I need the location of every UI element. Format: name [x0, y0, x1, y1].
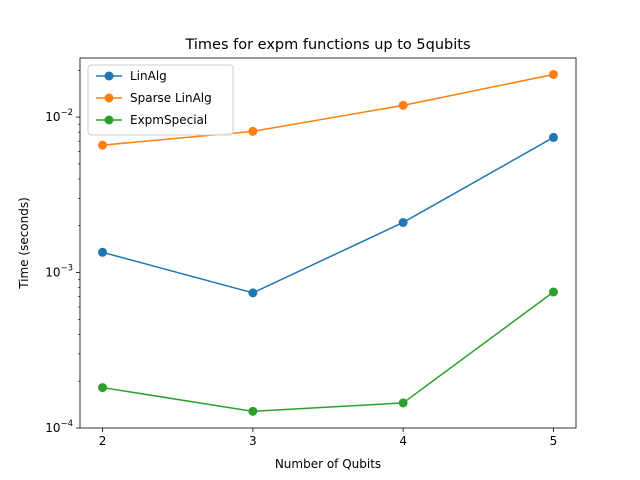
x-axis: 2 3 4 5	[99, 428, 558, 448]
series-point	[548, 69, 558, 79]
legend-label: Sparse LinAlg	[130, 91, 212, 105]
series-point	[98, 247, 108, 257]
series-point	[548, 132, 558, 142]
legend-label: LinAlg	[130, 69, 167, 83]
x-tick-label: 4	[399, 434, 407, 448]
y-axis-label: Time (seconds)	[17, 197, 31, 290]
legend-box	[87, 64, 234, 136]
series-point	[248, 288, 258, 298]
legend-swatch-marker	[104, 115, 114, 125]
legend: LinAlg Sparse LinAlg ExpmSpecial	[87, 64, 234, 136]
plot-area	[79, 57, 577, 429]
series-line	[102, 73, 554, 146]
y-tick-label: 10−2	[45, 108, 73, 124]
y-axis: 10−4 10−3 10−2	[45, 70, 80, 435]
series-layer	[98, 69, 558, 416]
series-point	[548, 287, 558, 297]
x-tick-label: 5	[550, 434, 558, 448]
x-tick-label: 3	[249, 434, 257, 448]
series-line	[102, 291, 554, 413]
y-tick-label: 10−4	[45, 419, 73, 435]
x-axis-label: Number of Qubits	[275, 457, 381, 471]
y-tick-label: 10−3	[45, 264, 73, 280]
series-line	[102, 136, 554, 294]
series-point	[248, 406, 258, 416]
series-point	[398, 398, 408, 408]
series-point	[248, 126, 258, 136]
series-point	[398, 100, 408, 110]
x-tick-label: 2	[99, 434, 107, 448]
series-point	[98, 140, 108, 150]
plot-frame	[79, 57, 577, 429]
legend-swatch-marker	[104, 71, 114, 81]
series-point	[398, 217, 408, 227]
chart-title: Times for expm functions up to 5qubits	[184, 37, 470, 53]
legend-swatch-marker	[104, 93, 114, 103]
series-point	[98, 383, 108, 393]
legend-label: ExpmSpecial	[130, 113, 207, 127]
